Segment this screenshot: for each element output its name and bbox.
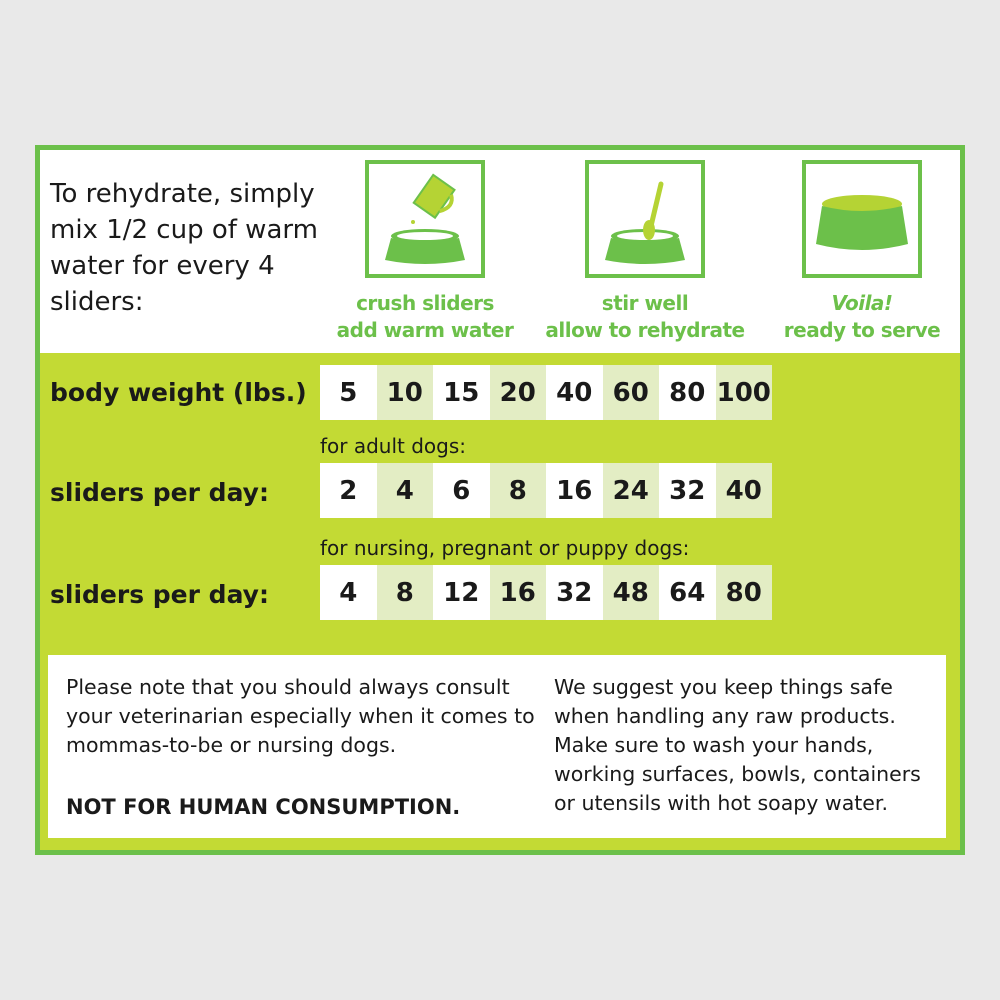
table-cell: 16 [546,463,603,518]
adult-sliders-label: sliders per day: [50,478,269,507]
step-caption: stir well allow to rehydrate [545,291,745,342]
warning-text: NOT FOR HUMAN CONSUMPTION. [66,795,461,819]
table-cell: 80 [659,365,716,420]
body-weight-label: body weight (lbs.) [50,378,307,407]
rehydrate-intro: To rehydrate, simply mix 1/2 cup of warm… [50,179,318,317]
table-cell: 5 [320,365,377,420]
body-weight-row: 5 10 15 20 40 60 80 100 [320,365,772,420]
table-cell: 48 [602,565,659,620]
table-cell: 20 [489,365,546,420]
table-cell: 64 [659,565,716,620]
rehydrate-section: To rehydrate, simply mix 1/2 cup of warm… [40,150,960,353]
table-cell: 12 [433,565,490,620]
table-cell: 2 [320,463,377,518]
feeding-instructions-card: To rehydrate, simply mix 1/2 cup of warm… [35,145,965,855]
step-caption: crush sliders add warm water [336,291,514,342]
puppy-sliders-row: 4 8 12 16 32 48 64 80 [320,565,772,620]
step-caption: Voila! ready to serve [783,291,941,342]
adult-sliders-row: 2 4 6 8 16 24 32 40 [320,463,772,518]
full-food-bowl-icon [802,160,922,278]
pitcher-pouring-into-bowl-icon [365,160,485,278]
table-cell: 32 [546,565,603,620]
puppy-caption: for nursing, pregnant or puppy dogs: [320,536,690,560]
table-cell: 60 [602,365,659,420]
table-cell: 40 [546,365,603,420]
table-cell: 32 [659,463,716,518]
safety-note: We suggest you keep things safe when han… [554,675,921,815]
table-cell: 100 [715,365,772,420]
puppy-sliders-label: sliders per day: [50,580,269,609]
table-cell: 16 [489,565,546,620]
adult-caption: for adult dogs: [320,434,467,458]
vet-note: Please note that you should always consu… [66,675,535,757]
table-cell: 24 [602,463,659,518]
step-crush: crush sliders add warm water [315,160,535,344]
step-serve: Voila! ready to serve [752,160,972,344]
table-cell: 15 [433,365,490,420]
table-cell: 8 [489,463,546,518]
table-cell: 6 [433,463,490,518]
table-cell: 4 [376,463,433,518]
table-cell: 40 [715,463,772,518]
table-cell: 80 [715,565,772,620]
table-cell: 8 [376,565,433,620]
step-stir: stir well allow to rehydrate [535,160,755,344]
table-cell: 10 [376,365,433,420]
spoon-in-bowl-icon [585,160,705,278]
table-cell: 4 [320,565,377,620]
notes-box: Please note that you should always consu… [48,655,946,838]
